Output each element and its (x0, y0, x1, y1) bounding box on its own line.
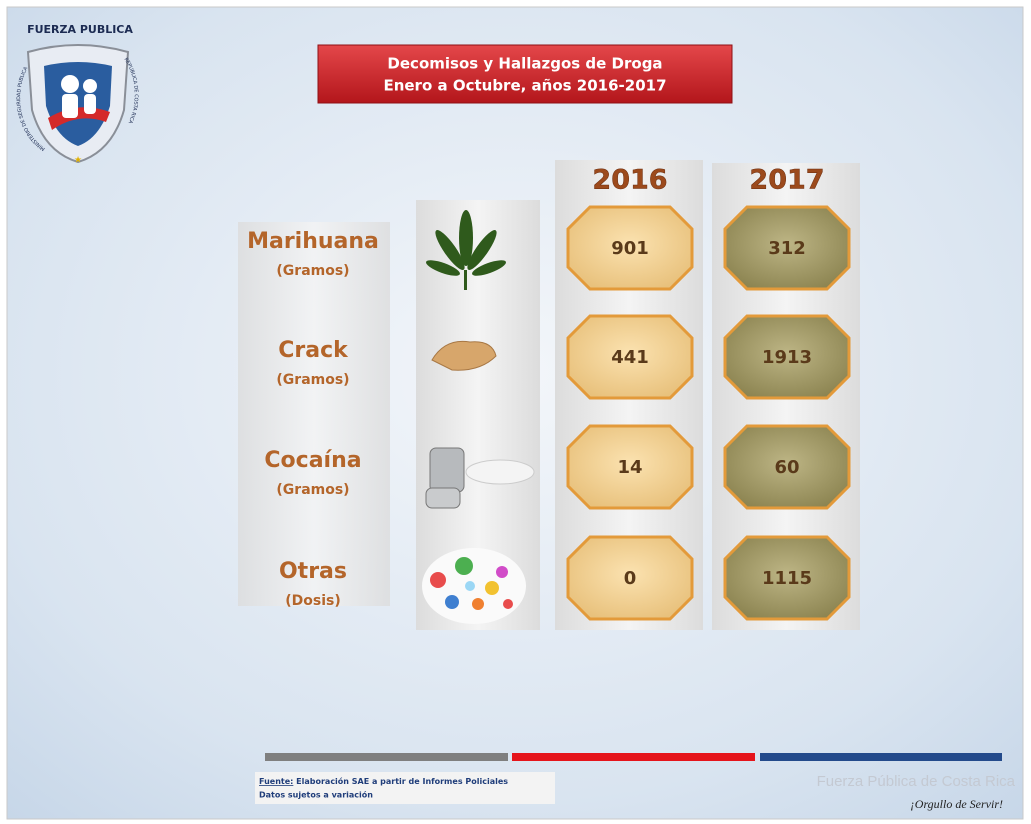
footer-bar (265, 753, 508, 761)
source: Fuente: Elaboración SAE a partir de Info… (259, 776, 508, 786)
drug-unit: (Gramos) (276, 372, 349, 388)
org-name: Fuerza Pública de Costa Rica (817, 773, 1016, 790)
value: 14 (617, 457, 642, 478)
drug-unit: (Gramos) (276, 482, 349, 498)
column-header: 2017 (749, 165, 824, 196)
value: 312 (768, 238, 806, 259)
drug-name: Crack (278, 338, 349, 363)
value: 60 (774, 457, 799, 478)
drug-name: Otras (279, 559, 347, 584)
title-line: Decomisos y Hallazgos de Droga (387, 55, 662, 73)
value: 441 (611, 347, 649, 368)
slide: FUERZA PUBLICA MINISTERIO DE SEGURIDAD P… (0, 0, 1031, 824)
logo-star: ★ (74, 156, 82, 166)
source-note: Datos sujetos a variación (259, 790, 373, 800)
drug-unit: (Dosis) (285, 593, 341, 609)
source-label: Fuente: (259, 777, 293, 786)
logo-title: FUERZA PUBLICA (27, 23, 133, 36)
drug-unit: (Gramos) (276, 263, 349, 279)
label-panel (238, 222, 390, 606)
value: 0 (624, 568, 637, 589)
motto: ¡Orgullo de Servir! (910, 797, 1003, 811)
title-line: Enero a Octubre, años 2016-2017 (383, 77, 666, 95)
pills-icon (422, 548, 526, 624)
value: 1115 (762, 568, 812, 589)
value: 901 (611, 238, 649, 259)
source-text: Elaboración SAE a partir de Informes Pol… (296, 776, 508, 786)
footer-bar (512, 753, 755, 761)
drug-name: Marihuana (247, 229, 379, 254)
page: FUERZA PUBLICA MINISTERIO DE SEGURIDAD P… (0, 0, 1031, 824)
footer-bar (760, 753, 1002, 761)
column-header: 2016 (592, 165, 667, 196)
value: 1913 (762, 347, 812, 368)
drug-name: Cocaína (264, 448, 361, 473)
